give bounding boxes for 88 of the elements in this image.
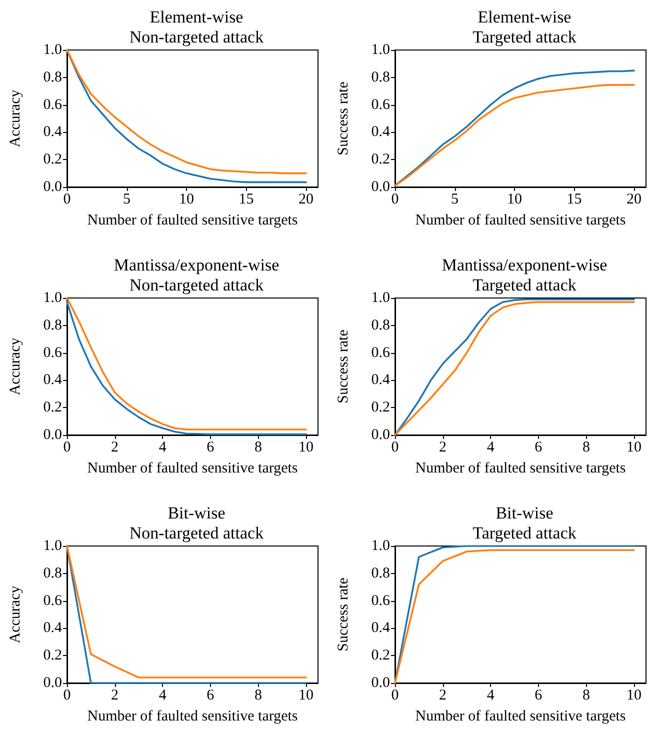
y-tick-label: 0.2 <box>371 648 390 664</box>
y-tick-label: 0.6 <box>371 96 390 113</box>
x-tick-label: 15 <box>238 192 254 208</box>
y-tick-label: 0.4 <box>371 372 390 388</box>
y-tick-label: 0.6 <box>371 344 390 361</box>
x-tick-label: 8 <box>582 688 590 704</box>
x-tick-label: 2 <box>111 688 119 704</box>
x-axis-title: Number of faulted sensitive targets <box>87 212 298 228</box>
x-tick-label: 4 <box>158 688 167 704</box>
y-axis-title: Accuracy <box>8 89 24 148</box>
y-axis-title: Accuracy <box>8 585 24 644</box>
x-tick-label: 8 <box>254 688 262 704</box>
y-tick-label: 0.8 <box>43 69 62 86</box>
x-axis-title: Number of faulted sensitive targets <box>87 460 298 476</box>
x-axis-title: Number of faulted sensitive targets <box>87 708 298 724</box>
y-tick-label: 0.8 <box>371 69 390 86</box>
y-tick-label: 0.8 <box>371 565 390 582</box>
y-axis-title: Success rate <box>336 329 352 404</box>
y-tick-label: 0.2 <box>43 400 62 416</box>
x-tick-label: 2 <box>439 688 447 704</box>
x-tick-label: 6 <box>534 440 543 456</box>
x-tick-label: 0 <box>63 688 71 704</box>
x-tick-label: 4 <box>486 688 495 704</box>
y-tick-label: 0.8 <box>43 317 62 334</box>
x-tick-label: 10 <box>626 688 642 704</box>
y-tick-label: 1.0 <box>43 42 62 58</box>
x-tick-label: 0 <box>391 688 399 704</box>
y-tick-label: 0.6 <box>43 96 62 113</box>
x-tick-label: 0 <box>63 440 71 456</box>
chart-title: Bit-wise Non-targeted attack <box>129 504 264 542</box>
x-tick-label: 10 <box>626 440 642 456</box>
x-axis-title: Number of faulted sensitive targets <box>415 212 626 228</box>
y-tick-label: 1.0 <box>43 290 62 306</box>
y-tick-label: 0.0 <box>371 179 390 195</box>
x-tick-label: 2 <box>111 440 119 456</box>
x-tick-label: 10 <box>298 440 314 456</box>
x-tick-label: 4 <box>158 440 167 456</box>
y-tick-label: 1.0 <box>371 290 390 306</box>
x-tick-label: 2 <box>439 440 447 456</box>
y-tick-label: 0.8 <box>43 565 62 582</box>
y-axis-title: Accuracy <box>8 337 24 396</box>
chart-title: Bit-wise Targeted attack <box>472 504 577 542</box>
y-tick-label: 1.0 <box>43 538 62 554</box>
x-tick-label: 20 <box>626 192 642 208</box>
x-tick-label: 0 <box>63 192 71 208</box>
y-tick-label: 0.4 <box>371 124 390 140</box>
x-axis-title: Number of faulted sensitive targets <box>415 460 626 476</box>
x-tick-label: 0 <box>391 192 399 208</box>
x-tick-label: 5 <box>451 192 459 208</box>
y-tick-label: 0.4 <box>371 620 390 636</box>
x-tick-label: 8 <box>582 440 590 456</box>
y-tick-label: 0.6 <box>43 592 62 609</box>
x-tick-label: 5 <box>123 192 131 208</box>
y-tick-label: 0.0 <box>43 427 62 443</box>
y-tick-label: 0.0 <box>371 427 390 443</box>
x-tick-label: 10 <box>298 688 314 704</box>
x-tick-label: 20 <box>298 192 314 208</box>
y-tick-label: 0.6 <box>43 344 62 361</box>
y-tick-label: 0.4 <box>43 372 62 388</box>
x-tick-label: 0 <box>391 440 399 456</box>
x-tick-label: 6 <box>206 440 215 456</box>
x-axis-title: Number of faulted sensitive targets <box>415 708 626 724</box>
chart-title: Element-wise Non-targeted attack <box>129 8 264 46</box>
y-tick-label: 0.4 <box>43 620 62 636</box>
y-tick-label: 1.0 <box>371 538 390 554</box>
y-tick-label: 0.2 <box>43 648 62 664</box>
y-tick-label: 0.2 <box>43 152 62 168</box>
y-tick-label: 0.4 <box>43 124 62 140</box>
chart-title: Mantissa/exponent-wise Targeted attack <box>442 256 608 294</box>
y-tick-label: 0.2 <box>371 152 390 168</box>
y-axis-title: Success rate <box>336 81 352 156</box>
y-tick-label: 0.0 <box>43 179 62 195</box>
y-tick-label: 0.8 <box>371 317 390 334</box>
y-tick-label: 0.0 <box>43 675 62 691</box>
y-tick-label: 0.2 <box>371 400 390 416</box>
chart-title: Element-wise Targeted attack <box>472 8 577 46</box>
y-tick-label: 1.0 <box>371 42 390 58</box>
x-tick-label: 6 <box>534 688 543 704</box>
y-axis-title: Success rate <box>336 577 352 652</box>
y-tick-label: 0.6 <box>371 592 390 609</box>
x-tick-label: 15 <box>566 192 582 208</box>
chart-title: Mantissa/exponent-wise Non-targeted attack <box>114 256 280 294</box>
x-tick-label: 10 <box>179 192 194 208</box>
x-tick-label: 6 <box>206 688 215 704</box>
x-tick-label: 4 <box>486 440 495 456</box>
x-tick-label: 10 <box>507 192 522 208</box>
x-tick-label: 8 <box>254 440 262 456</box>
y-tick-label: 0.0 <box>371 675 390 691</box>
